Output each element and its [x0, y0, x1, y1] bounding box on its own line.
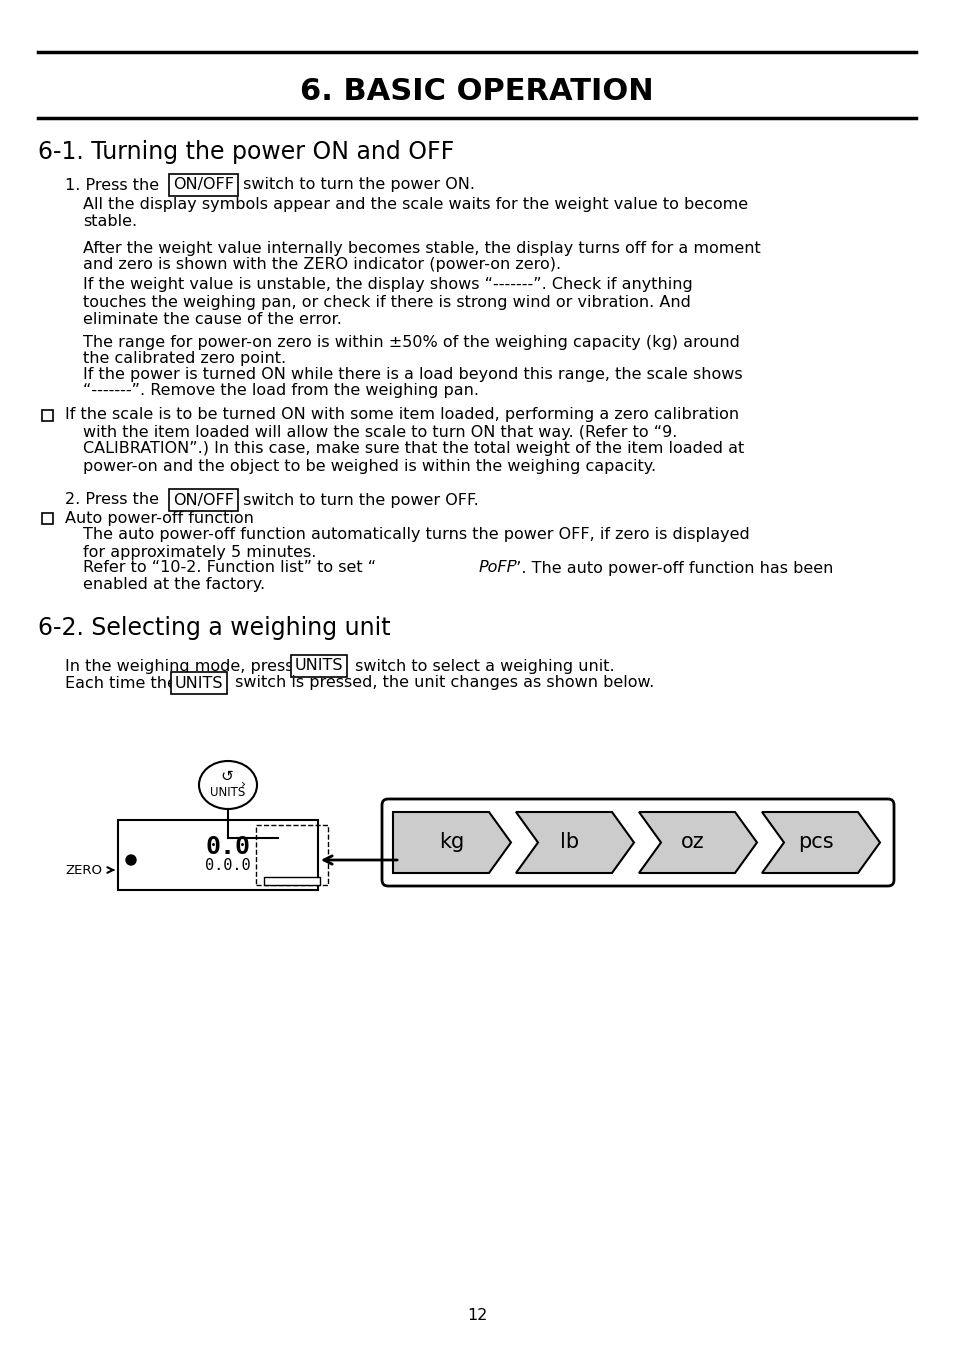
Polygon shape [761, 811, 879, 873]
Text: switch is pressed, the unit changes as shown below.: switch is pressed, the unit changes as s… [230, 675, 654, 690]
Text: Each time the: Each time the [65, 675, 176, 690]
Bar [43, 409, 53, 420]
Text: UNITS: UNITS [174, 675, 223, 690]
Text: stable.: stable. [83, 215, 137, 230]
Text: kg: kg [439, 833, 464, 852]
Text: If the scale is to be turned ON with some item loaded, performing a zero calibra: If the scale is to be turned ON with som… [65, 408, 739, 423]
Polygon shape [393, 811, 511, 873]
Text: ›: › [240, 778, 245, 791]
Text: touches the weighing pan, or check if there is strong wind or vibration. And: touches the weighing pan, or check if th… [83, 294, 690, 309]
Text: If the weight value is unstable, the display shows “-------”. Check if anything: If the weight value is unstable, the dis… [83, 278, 692, 293]
Text: 2. Press the: 2. Press the [65, 493, 159, 508]
Text: ZERO: ZERO [65, 864, 102, 876]
Text: Refer to “10-2. Function list” to set “: Refer to “10-2. Function list” to set “ [83, 560, 375, 575]
Text: with the item loaded will allow the scale to turn ON that way. (Refer to “9.: with the item loaded will allow the scal… [83, 424, 677, 440]
Text: 6. BASIC OPERATION: 6. BASIC OPERATION [300, 77, 653, 107]
Text: eliminate the cause of the error.: eliminate the cause of the error. [83, 312, 341, 327]
Text: 6-1. Turning the power ON and OFF: 6-1. Turning the power ON and OFF [38, 140, 454, 163]
Text: switch to select a weighing unit.: switch to select a weighing unit. [350, 659, 614, 674]
Text: 6-2. Selecting a weighing unit: 6-2. Selecting a weighing unit [38, 616, 390, 640]
Text: If the power is turned ON while there is a load beyond this range, the scale sho: If the power is turned ON while there is… [83, 366, 741, 382]
Text: switch to turn the power OFF.: switch to turn the power OFF. [237, 493, 478, 508]
Text: pcs: pcs [797, 833, 832, 852]
Text: for approximately 5 minutes.: for approximately 5 minutes. [83, 544, 316, 559]
Text: switch to turn the power ON.: switch to turn the power ON. [237, 177, 475, 193]
FancyBboxPatch shape [381, 799, 893, 886]
Text: 0.0: 0.0 [205, 836, 251, 859]
Text: The auto power-off function automatically turns the power OFF, if zero is displa: The auto power-off function automaticall… [83, 528, 749, 543]
Text: UNITS: UNITS [294, 659, 343, 674]
Text: 0.0.0: 0.0.0 [205, 857, 251, 872]
Text: In the weighing mode, press the: In the weighing mode, press the [65, 659, 325, 674]
Bar [43, 513, 53, 524]
Text: All the display symbols appear and the scale waits for the weight value to becom: All the display symbols appear and the s… [83, 197, 747, 212]
Bar [264, 878, 319, 886]
Polygon shape [516, 811, 634, 873]
Circle shape [126, 855, 136, 865]
Polygon shape [639, 811, 757, 873]
Text: ON/OFF: ON/OFF [172, 493, 233, 508]
Text: 12: 12 [466, 1308, 487, 1323]
Text: power-on and the object to be weighed is within the weighing capacity.: power-on and the object to be weighed is… [83, 459, 656, 474]
Text: the calibrated zero point.: the calibrated zero point. [83, 351, 286, 366]
Text: and zero is shown with the ZERO indicator (power-on zero).: and zero is shown with the ZERO indicato… [83, 258, 560, 273]
Text: lb: lb [559, 833, 578, 852]
Text: After the weight value internally becomes stable, the display turns off for a mo: After the weight value internally become… [83, 240, 760, 255]
Text: Auto power-off function: Auto power-off function [65, 510, 253, 525]
Text: enabled at the factory.: enabled at the factory. [83, 578, 265, 593]
Bar [255, 825, 328, 886]
Text: PoFF: PoFF [478, 560, 517, 575]
Text: The range for power-on zero is within ±50% of the weighing capacity (kg) around: The range for power-on zero is within ±5… [83, 335, 740, 350]
Text: ”. The auto power-off function has been: ”. The auto power-off function has been [513, 560, 833, 575]
Text: oz: oz [680, 833, 703, 852]
Ellipse shape [199, 761, 256, 809]
Bar [118, 819, 317, 890]
Text: “-------”. Remove the load from the weighing pan.: “-------”. Remove the load from the weig… [83, 383, 478, 398]
Text: ↺: ↺ [220, 768, 233, 783]
Text: CALIBRATION”.) In this case, make sure that the total weight of the item loaded : CALIBRATION”.) In this case, make sure t… [83, 441, 743, 456]
Text: ON/OFF: ON/OFF [172, 177, 233, 193]
Text: UNITS: UNITS [211, 786, 245, 798]
Text: 1. Press the: 1. Press the [65, 177, 159, 193]
